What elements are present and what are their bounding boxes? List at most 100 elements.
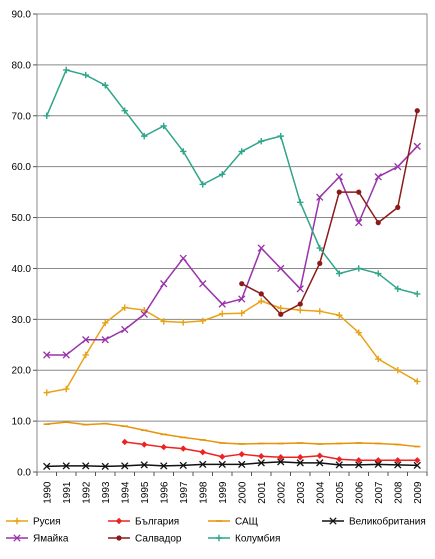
legend-item: Великобритания: [322, 516, 426, 528]
y-tick-label: 30.0: [12, 315, 32, 326]
data-point: [414, 108, 420, 114]
series-4: [43, 142, 421, 359]
data-point: [394, 163, 402, 171]
data-point: [394, 285, 401, 292]
data-point: [160, 280, 168, 288]
series-line: [241, 110, 418, 315]
data-point: [297, 306, 304, 314]
legend-item: Русия: [6, 517, 61, 528]
y-tick-label: 60.0: [12, 162, 32, 173]
data-point: [375, 355, 382, 363]
legend-label: Салвадор: [135, 534, 182, 545]
x-tick-label: 1995: [140, 481, 151, 504]
legend-label: Колумбия: [235, 533, 280, 545]
data-point: [355, 329, 362, 336]
series-layer: [43, 66, 421, 471]
series-1: [121, 438, 421, 464]
y-tick-label: 70.0: [12, 111, 32, 122]
data-point: [13, 517, 21, 525]
data-point: [238, 148, 245, 155]
data-point: [121, 325, 129, 334]
x-tick-label: 1993: [101, 481, 112, 504]
data-point: [277, 132, 284, 140]
x-tick-label: 1996: [159, 481, 170, 504]
data-point: [355, 265, 362, 272]
data-point: [43, 112, 50, 119]
x-tick-label: 2005: [335, 481, 346, 504]
data-point: [82, 336, 90, 344]
y-tick-label: 10.0: [12, 417, 32, 428]
data-point: [116, 535, 122, 541]
data-point: [43, 351, 51, 359]
x-tick-label: 2000: [237, 481, 248, 504]
y-tick-label: 80.0: [12, 60, 32, 71]
data-point: [101, 462, 109, 471]
data-point: [179, 461, 187, 470]
x-tick-label: 1991: [62, 481, 73, 504]
data-point: [317, 260, 323, 266]
data-point: [140, 461, 148, 469]
data-point: [102, 319, 109, 327]
data-point: [121, 462, 129, 470]
x-tick-label: 2002: [276, 481, 287, 504]
data-point: [355, 457, 362, 464]
data-point: [179, 254, 187, 262]
data-point: [238, 450, 245, 458]
series-2: [43, 421, 421, 448]
data-point: [219, 310, 226, 317]
data-point: [414, 457, 421, 464]
data-point: [258, 453, 265, 460]
data-point: [219, 453, 226, 460]
data-point: [82, 462, 90, 470]
data-point: [199, 317, 206, 325]
data-point: [355, 218, 363, 227]
data-point: [180, 445, 187, 452]
x-tick-label: 2009: [413, 481, 424, 504]
series-3: [43, 458, 421, 471]
data-point: [258, 138, 265, 145]
data-point: [316, 459, 324, 467]
data-point: [121, 107, 128, 114]
x-tick-label: 1994: [120, 481, 131, 504]
legend-label: Великобритания: [349, 516, 426, 528]
data-point: [414, 378, 421, 385]
data-point: [141, 132, 148, 140]
data-point: [218, 300, 226, 308]
series-5: [239, 108, 420, 317]
data-point: [277, 454, 284, 461]
data-point: [297, 454, 304, 461]
data-point: [296, 459, 304, 467]
series-line: [46, 69, 418, 295]
plot-area: [36, 13, 428, 473]
data-point: [115, 517, 123, 525]
x-tick-label: 1999: [218, 481, 229, 504]
data-point: [277, 304, 284, 312]
legend-item: Колумбия: [208, 533, 280, 545]
data-point: [63, 66, 70, 74]
data-point: [394, 457, 401, 464]
data-point: [336, 456, 343, 463]
data-point: [413, 142, 421, 150]
data-point: [316, 452, 323, 459]
data-point: [199, 448, 206, 456]
data-point: [218, 460, 226, 469]
data-point: [215, 534, 223, 542]
x-tick-label: 1997: [179, 481, 190, 504]
legend-item: Салвадор: [108, 534, 182, 545]
data-point: [43, 462, 51, 471]
legend-item: САЩ: [208, 517, 258, 528]
x-tick-label: 1998: [198, 481, 209, 504]
data-point: [238, 295, 246, 303]
data-point: [316, 307, 323, 315]
series-line: [46, 461, 418, 468]
data-point: [336, 189, 342, 195]
data-point: [258, 291, 264, 297]
data-point: [43, 389, 50, 396]
data-point: [335, 461, 343, 469]
data-point: [160, 462, 168, 470]
data-point: [82, 351, 89, 359]
legend-label: България: [135, 517, 179, 528]
y-tick-label: 50.0: [12, 213, 32, 224]
